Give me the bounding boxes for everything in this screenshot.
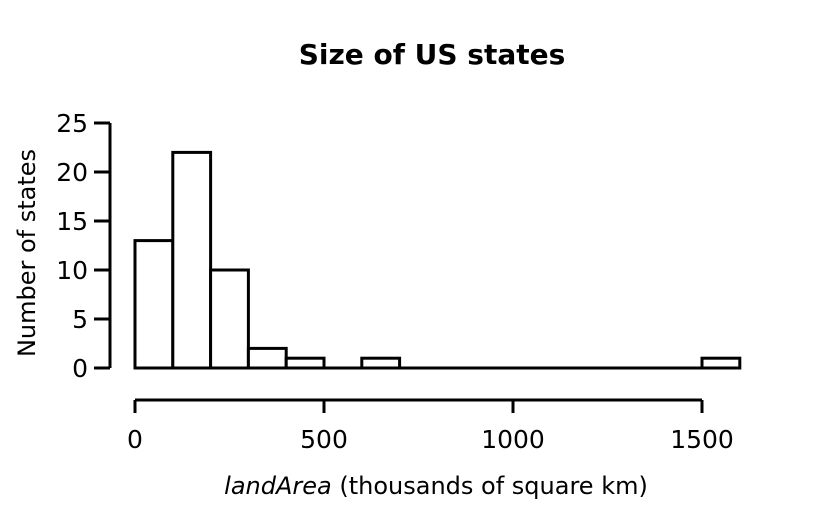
y-tick-label: 5 xyxy=(72,305,88,334)
x-axis-label-variable: landArea xyxy=(224,472,332,500)
y-tick-label: 20 xyxy=(56,158,88,187)
y-tick-label: 10 xyxy=(56,256,88,285)
histogram-bar xyxy=(133,239,175,370)
histogram-bar xyxy=(360,356,402,370)
y-tick-label: 25 xyxy=(56,109,88,138)
histogram-bar xyxy=(171,150,213,370)
histogram-bar xyxy=(246,346,288,370)
histogram-bar xyxy=(209,268,250,370)
x-tick-label: 500 xyxy=(300,425,348,454)
x-axis-label-units: (thousands of square km) xyxy=(331,472,648,500)
x-tick-label: 1500 xyxy=(670,425,734,454)
chart-title: Size of US states xyxy=(298,38,566,71)
y-tick-label: 0 xyxy=(72,354,88,383)
y-tick-label: 15 xyxy=(56,207,88,236)
histogram-bar xyxy=(284,356,326,370)
x-tick-label: 0 xyxy=(127,425,143,454)
x-axis-label: landArea (thousands of square km) xyxy=(224,472,648,500)
x-tick-label: 1000 xyxy=(481,425,545,454)
histogram-bar xyxy=(700,356,742,370)
